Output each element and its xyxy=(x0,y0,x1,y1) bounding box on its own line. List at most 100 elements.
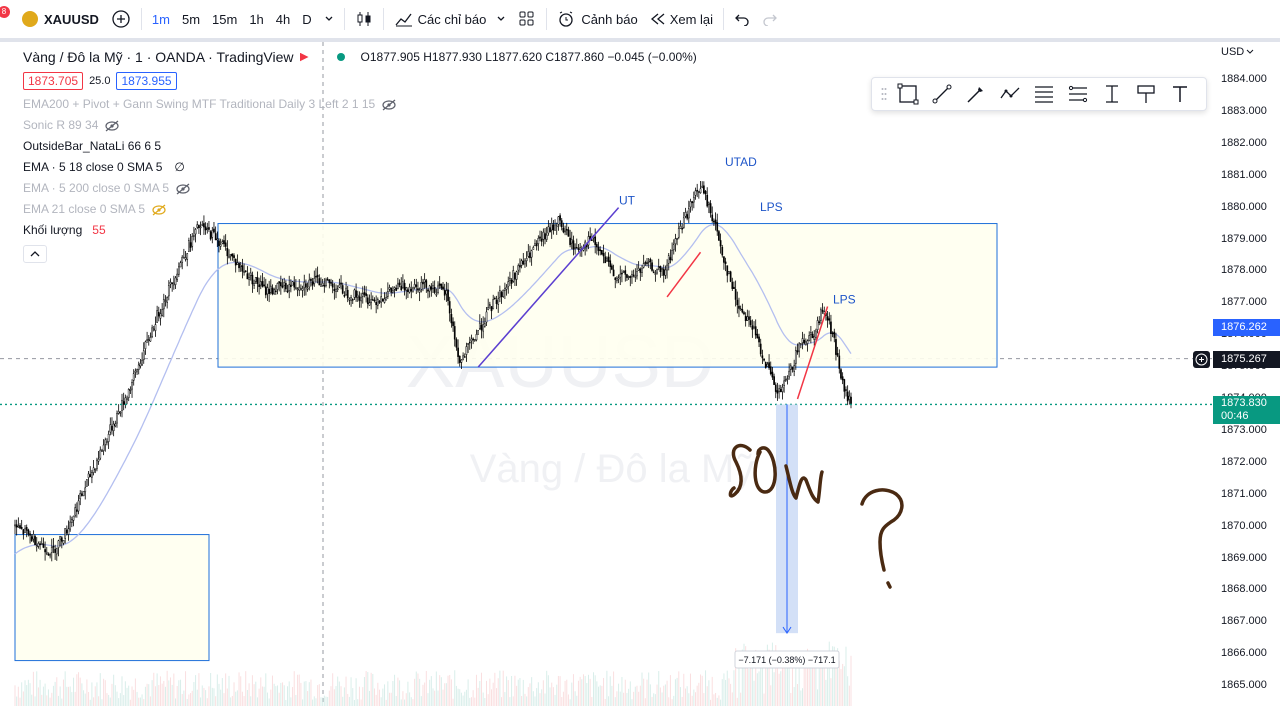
add-price-button[interactable] xyxy=(1193,350,1210,368)
volume-bar xyxy=(377,682,379,706)
redo-button[interactable] xyxy=(756,2,784,36)
candle-body xyxy=(87,473,90,478)
volume-bar xyxy=(837,648,839,706)
volume-bar xyxy=(221,678,223,706)
eye-hidden-icon[interactable] xyxy=(104,120,120,132)
volume-bar xyxy=(114,685,116,706)
candle-body xyxy=(433,286,436,293)
candle-body xyxy=(273,289,276,295)
undo-button[interactable] xyxy=(728,2,756,36)
legend-title[interactable]: Vàng / Đô la Mỹ · 1 · OANDA · TradingVie… xyxy=(23,49,294,65)
trend-line-purple xyxy=(477,207,620,368)
eye-hidden-icon[interactable] xyxy=(381,99,397,111)
volume-bar xyxy=(815,665,817,706)
toolbar-divider xyxy=(546,8,548,30)
parallel-channel-tool[interactable] xyxy=(1062,80,1094,108)
timeframe-1h[interactable]: 1h xyxy=(249,11,264,27)
rectangle-tool[interactable] xyxy=(892,80,924,108)
volume-bar xyxy=(109,697,111,706)
volume-bar xyxy=(175,698,177,706)
candle-body xyxy=(828,318,831,321)
volume-bar xyxy=(653,693,655,706)
volume-bar xyxy=(412,699,414,706)
timeframe-5m[interactable]: 5m xyxy=(181,11,201,27)
replay-button[interactable]: Xem lại xyxy=(644,2,719,36)
volume-bar xyxy=(297,674,299,706)
measure-arrowhead xyxy=(782,626,792,635)
eye-hidden-icon[interactable] xyxy=(175,183,191,195)
volume-bar xyxy=(392,680,394,706)
buy-price-button[interactable]: 1873.955 xyxy=(116,72,177,90)
volume-bar xyxy=(721,679,723,706)
volume-bar xyxy=(113,674,115,706)
currency-selector[interactable]: USD xyxy=(1221,46,1254,58)
eye-hidden-icon[interactable] xyxy=(151,204,167,216)
trend-line-tool[interactable] xyxy=(926,80,958,108)
volume-bar xyxy=(549,687,551,706)
fib-retracement-tool[interactable] xyxy=(1028,80,1060,108)
price-chart[interactable]: XAUUSDVàng / Đô la Mỹ UTUTADLPSLPS−7.171… xyxy=(0,42,1213,706)
candle-body xyxy=(178,266,180,275)
indicator-row[interactable]: OutsideBar_NataLi 66 6 5 xyxy=(23,136,697,157)
volume-bar xyxy=(106,693,108,706)
volume-bar xyxy=(564,680,566,706)
timeframe-1m[interactable]: 1m xyxy=(151,11,170,27)
flag-icon[interactable] xyxy=(299,52,309,62)
candle-body xyxy=(134,370,137,373)
indicator-row[interactable]: EMA200 + Pivot + Gann Swing MTF Traditio… xyxy=(23,94,697,115)
indicators-button[interactable]: Các chỉ báo xyxy=(388,2,513,36)
sell-price-button[interactable]: 1873.705 xyxy=(23,72,84,90)
legend-collapse-button[interactable] xyxy=(23,245,47,263)
candle-body xyxy=(29,533,31,536)
volume-bar xyxy=(417,673,419,706)
volume-bar xyxy=(258,688,260,706)
symbol-search-button[interactable]: XAUUSD xyxy=(16,2,105,36)
timeframe-15m[interactable]: 15m xyxy=(212,11,238,27)
volume-bar xyxy=(432,688,434,706)
indicator-row[interactable]: Khối lượng 55 xyxy=(23,220,697,241)
volume-bar xyxy=(756,673,758,706)
candle-body xyxy=(179,262,182,268)
notification-badge[interactable]: 8 xyxy=(0,6,10,18)
candle-body xyxy=(109,424,112,433)
candle-body xyxy=(758,336,760,343)
indicator-row[interactable]: EMA · 5 18 close 0 SMA 5 ∅ xyxy=(23,157,697,178)
candle-body xyxy=(646,262,648,264)
price-label-tool[interactable] xyxy=(1130,80,1162,108)
brush-tool[interactable] xyxy=(960,80,992,108)
volume-bar xyxy=(424,682,426,706)
candle-body xyxy=(25,527,28,531)
indicator-row[interactable]: EMA · 5 200 close 0 SMA 5 xyxy=(23,178,697,199)
volume-bar xyxy=(802,688,804,706)
alert-button[interactable]: Cảnh báo xyxy=(551,2,643,36)
timeframe-4h[interactable]: 4h xyxy=(275,11,291,27)
candle-body xyxy=(397,283,399,290)
drag-handle[interactable] xyxy=(878,80,890,108)
candle-body xyxy=(181,256,184,263)
candle-body xyxy=(510,279,513,284)
layouts-button[interactable] xyxy=(512,2,542,36)
volume-bar xyxy=(54,681,56,706)
price-range-icon xyxy=(1106,85,1118,103)
timeframe-d[interactable]: D xyxy=(302,11,312,27)
indicator-row[interactable]: Sonic R 89 34 xyxy=(23,115,697,136)
volume-bar xyxy=(656,684,658,706)
price-range-tool[interactable] xyxy=(1096,80,1128,108)
candle-body xyxy=(408,286,411,293)
text-tool[interactable] xyxy=(1164,80,1196,108)
chart-pane[interactable]: XAUUSDVàng / Đô la Mỹ UTUTADLPSLPS−7.171… xyxy=(0,42,1280,706)
chart-type-button[interactable] xyxy=(349,2,379,36)
volume-bar xyxy=(519,678,521,706)
volume-bar xyxy=(93,697,95,706)
candle-body xyxy=(699,188,702,194)
candle-body xyxy=(373,299,376,302)
timeframe-dropdown[interactable] xyxy=(318,2,340,36)
compare-add-button[interactable] xyxy=(105,2,137,36)
indicator-row[interactable]: EMA 21 close 0 SMA 5 xyxy=(23,199,697,220)
price-scale[interactable]: USD 1884.000 1883.000 1882.000 1881.000 1880… xyxy=(1213,42,1280,706)
path-tool[interactable] xyxy=(994,80,1026,108)
volume-bar xyxy=(472,690,474,706)
market-status-icon[interactable] xyxy=(336,53,345,61)
candle-body xyxy=(381,298,384,302)
